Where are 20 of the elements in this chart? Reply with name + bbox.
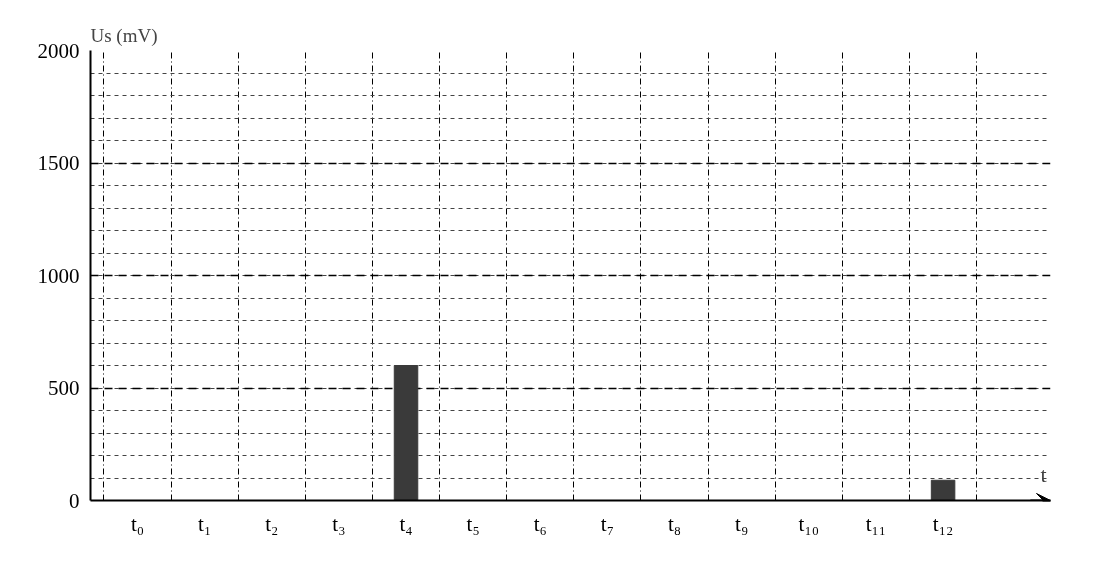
y-tick-label: 0: [69, 488, 80, 513]
y-tick-label: 1500: [37, 151, 80, 175]
y-tick-label: 1000: [37, 263, 80, 288]
x-tick-label: t₈: [667, 511, 682, 536]
x-tick-label: t₀: [130, 511, 145, 536]
x-tick-label: t₆: [533, 511, 547, 536]
y-axis-title: Us (mV): [90, 24, 158, 47]
y-tick-label: 500: [48, 376, 80, 400]
x-tick-label: t₅: [466, 511, 480, 536]
x-tick-label: t₉: [735, 511, 749, 536]
y-tick-label: 2000: [37, 38, 80, 63]
x-tick-label: t₇: [600, 511, 614, 536]
x-tick-label: t₁₁: [865, 511, 887, 536]
x-tick-label: t₁: [198, 511, 212, 536]
x-tick-label: t₁₀: [798, 511, 820, 536]
x-tick-label: t₄: [399, 511, 413, 536]
x-tick-label: t₂: [265, 511, 279, 536]
x-tick-label: t₃: [332, 511, 346, 536]
x-tick-label: t₁₂: [932, 511, 954, 536]
x-axis-title: t: [1040, 462, 1047, 487]
